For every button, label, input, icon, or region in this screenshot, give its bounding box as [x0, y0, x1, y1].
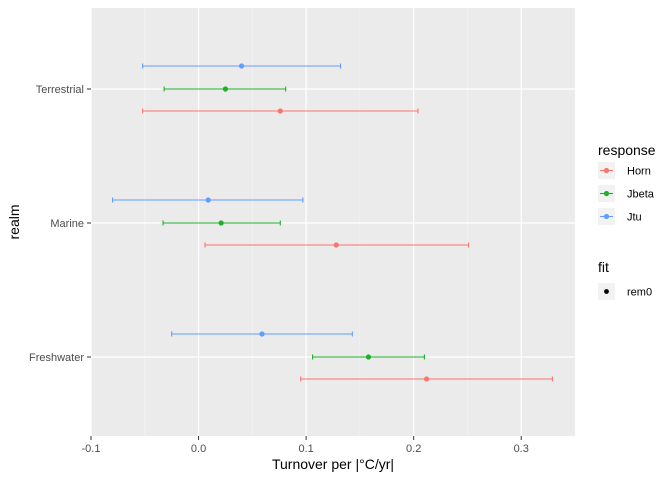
- point-jtu: [238, 63, 245, 69]
- x-axis-title: Turnover per |°C/yr|: [272, 456, 394, 472]
- legend-key-point-jtu: [603, 213, 610, 220]
- x-tick-label: 0.2: [406, 443, 421, 455]
- y-tick-label: Marine: [50, 218, 84, 230]
- legend: response Horn Jbeta Jtu fit rem0: [598, 142, 656, 300]
- point-jbeta: [365, 354, 372, 360]
- y-tick-label: Terrestrial: [36, 84, 84, 96]
- point-horn: [333, 242, 339, 248]
- x-tick-label: 0.3: [514, 443, 529, 455]
- point-jbeta: [222, 86, 229, 92]
- y-axis: Terrestrial Marine Freshwater: [29, 84, 91, 364]
- legend-label-jbeta: Jbeta: [627, 189, 655, 201]
- legend-label-horn: Horn: [627, 166, 651, 178]
- legend-label-rem0: rem0: [627, 287, 652, 299]
- plot-panel: [91, 8, 575, 436]
- legend-key-point-jbeta: [603, 190, 610, 197]
- x-tick-label: 0.1: [298, 443, 313, 455]
- legend-key-point-horn: [603, 167, 610, 174]
- y-tick-label: Freshwater: [29, 352, 84, 364]
- x-tick-label: -0.1: [82, 443, 101, 455]
- legend-key-point-rem0: [604, 289, 609, 294]
- point-horn: [423, 376, 430, 382]
- point-jtu: [205, 197, 211, 203]
- point-horn: [277, 108, 283, 114]
- chart-marks: [111, 63, 553, 382]
- point-jtu: [259, 331, 265, 337]
- legend-title-fit: fit: [598, 259, 609, 275]
- legend-title-response: response: [598, 142, 656, 158]
- point-jbeta: [218, 220, 224, 226]
- grid-minor: [144, 8, 576, 436]
- legend-label-jtu: Jtu: [627, 212, 642, 224]
- x-tick-label: 0.0: [191, 443, 206, 455]
- x-axis: -0.1 0.0 0.1 0.2 0.3: [82, 436, 529, 455]
- y-axis-title: realm: [6, 204, 22, 239]
